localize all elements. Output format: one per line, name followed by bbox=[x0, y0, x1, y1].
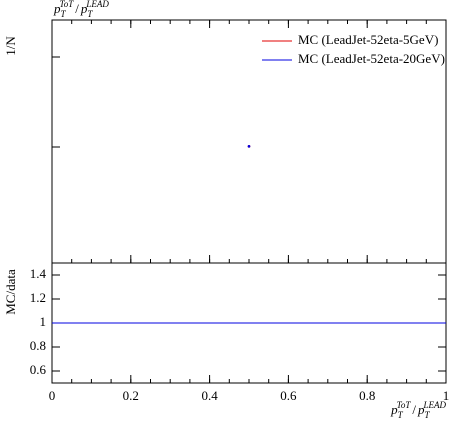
y-tick-label: 1 bbox=[40, 314, 47, 329]
subscript: T bbox=[398, 410, 404, 420]
symbol: p bbox=[80, 1, 88, 16]
y-axis-label: 1/N bbox=[3, 36, 18, 56]
subscript: T bbox=[424, 410, 430, 420]
y-tick-label: 1.2 bbox=[30, 290, 46, 305]
subscript: T bbox=[87, 9, 93, 19]
legend-label: MC (LeadJet-52eta-20GeV) bbox=[298, 51, 445, 66]
y-tick-label: 0.8 bbox=[30, 338, 46, 353]
separator: / bbox=[412, 402, 416, 417]
symbol: p bbox=[390, 402, 398, 417]
formula-label: pTToT / pTLEAD bbox=[390, 400, 446, 420]
y-tick-label: 0.6 bbox=[30, 362, 47, 377]
x-tick-label: 0.8 bbox=[359, 388, 375, 403]
superscript: ToT bbox=[397, 400, 412, 410]
x-tick-label: 0.4 bbox=[201, 388, 218, 403]
x-tick-label: 1 bbox=[443, 388, 450, 403]
x-tick-label: 0.2 bbox=[123, 388, 139, 403]
x-tick-label: 0 bbox=[49, 388, 56, 403]
legend-label: MC (LeadJet-52eta-5GeV) bbox=[298, 32, 438, 47]
data-point bbox=[247, 145, 251, 148]
symbol: p bbox=[53, 1, 61, 16]
symbol: p bbox=[417, 402, 425, 417]
superscript: LEAD bbox=[423, 400, 447, 410]
superscript: ToT bbox=[60, 0, 75, 9]
subscript: T bbox=[61, 9, 67, 19]
superscript: LEAD bbox=[85, 0, 109, 9]
ratio-y-axis-label: MC/data bbox=[3, 269, 18, 315]
separator: / bbox=[75, 1, 79, 16]
formula-label: pTToT / pTLEAD bbox=[53, 0, 109, 19]
x-tick-label: 0.6 bbox=[280, 388, 297, 403]
y-tick-label: 1.4 bbox=[30, 266, 47, 281]
